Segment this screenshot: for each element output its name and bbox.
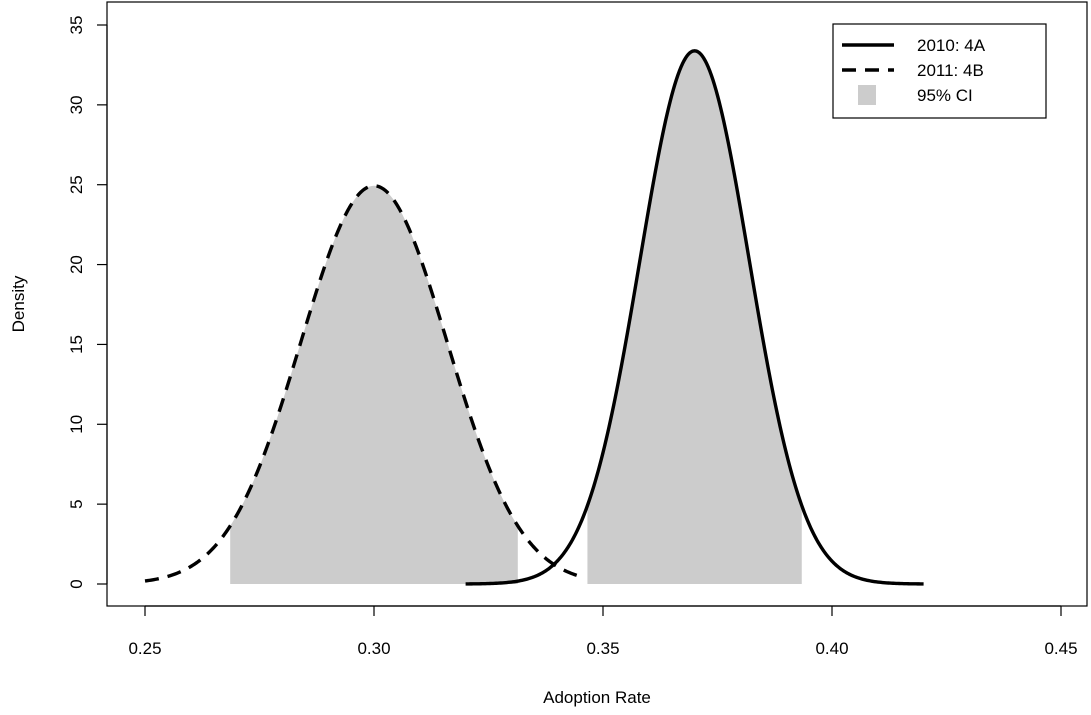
y-tick-label: 5 (67, 499, 86, 508)
legend-swatch-ci (858, 85, 876, 105)
series-2-ci-area (230, 185, 518, 584)
series-2-curve (144, 184, 581, 583)
y-tick-label: 10 (67, 415, 86, 434)
ci-areas (230, 50, 802, 585)
x-axis: 0.25 0.30 0.35 0.40 0.45 (128, 605, 1078, 658)
y-tick-label: 25 (67, 175, 86, 194)
x-tick-label: 0.40 (815, 639, 848, 658)
x-tick-label: 0.25 (128, 639, 161, 658)
x-tick-label: 0.30 (357, 639, 390, 658)
legend-label: 2010: 4A (917, 36, 986, 55)
y-tick-label: 30 (67, 95, 86, 114)
series-1-curve (465, 49, 924, 586)
y-axis-title: Density (9, 275, 28, 332)
legend: 2010: 4A 2011: 4B 95% CI (832, 23, 1047, 119)
series-1-ci-area (587, 50, 802, 585)
density-curves (144, 49, 924, 586)
legend-label: 95% CI (917, 86, 973, 105)
legend-label: 2011: 4B (917, 61, 984, 80)
x-tick-label: 0.45 (1044, 639, 1077, 658)
x-tick-label: 0.35 (586, 639, 619, 658)
y-tick-label: 35 (67, 16, 86, 35)
y-tick-label: 15 (67, 335, 86, 354)
y-axis: 0 5 10 15 20 25 30 35 (67, 16, 108, 589)
x-axis-title: Adoption Rate (543, 688, 651, 707)
y-tick-label: 0 (67, 579, 86, 588)
y-tick-label: 20 (67, 255, 86, 274)
